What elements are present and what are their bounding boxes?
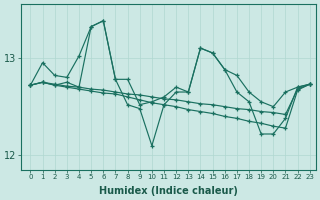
X-axis label: Humidex (Indice chaleur): Humidex (Indice chaleur) [99, 186, 238, 196]
